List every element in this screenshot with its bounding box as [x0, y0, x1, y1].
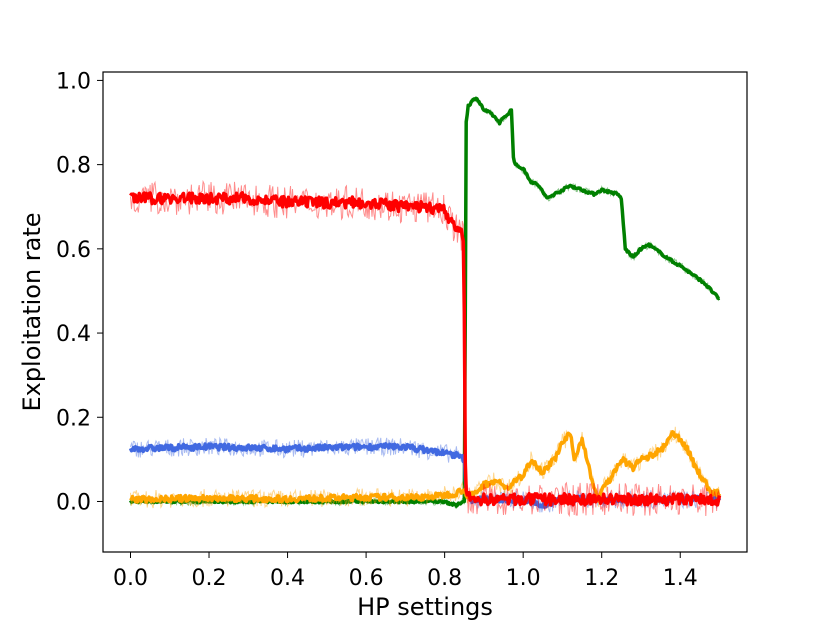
y-tick-label: 0.0 [56, 490, 91, 515]
y-tick-label: 0.2 [56, 406, 91, 431]
x-tick-label: 1.4 [663, 566, 698, 591]
series-3-line [129, 191, 722, 507]
plot-lines [128, 96, 722, 518]
plot-frame [102, 71, 748, 553]
x-tick-label: 0.4 [270, 566, 305, 591]
y-tick-label: 1.0 [56, 69, 91, 94]
y-tick-label: 0.4 [56, 322, 91, 347]
x-tick-label: 0.6 [349, 566, 384, 591]
series-2-line [129, 430, 722, 504]
x-axis-ticks: 0.0 0.2 0.4 0.6 0.8 1.0 1.2 1.4 [113, 552, 698, 591]
y-axis-label: Exploitation rate [18, 212, 46, 411]
x-tick-label: 0.2 [192, 566, 227, 591]
y-tick-label: 0.6 [56, 238, 91, 263]
x-tick-label: 0.8 [427, 566, 462, 591]
series-2-band [130, 426, 720, 509]
y-axis-ticks: 0.0 0.2 0.4 0.6 0.8 1.0 [56, 69, 103, 515]
x-tick-label: 1.2 [584, 566, 619, 591]
x-axis-label: HP settings [357, 593, 493, 621]
y-tick-label: 0.8 [56, 154, 91, 179]
x-tick-label: 1.0 [506, 566, 541, 591]
x-tick-label: 0.0 [113, 566, 148, 591]
